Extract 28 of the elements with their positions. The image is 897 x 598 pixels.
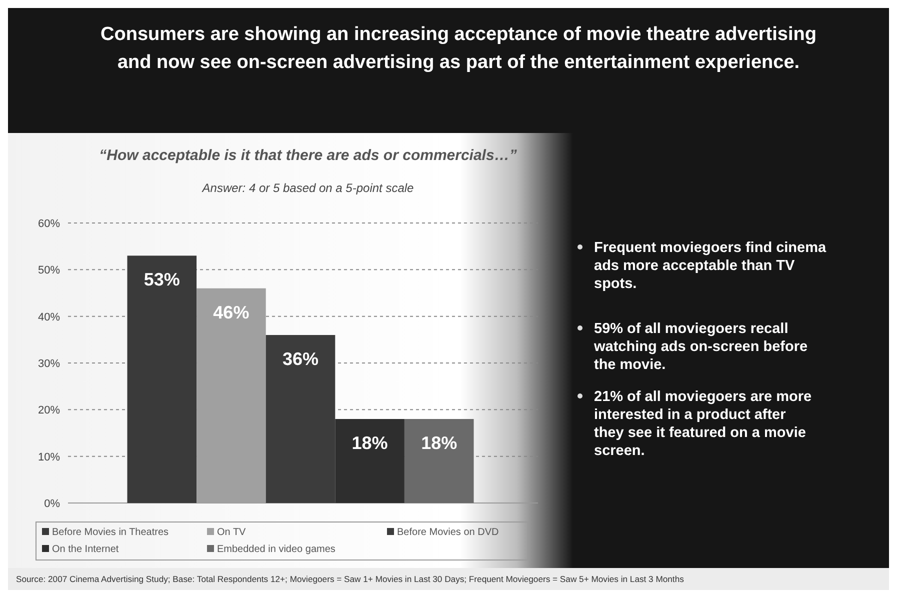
y-tick-label: 60% — [38, 218, 60, 230]
chart-subtitle: “How acceptable is it that there are ads or commercials…” — [99, 147, 518, 164]
data-label: 53% — [144, 270, 180, 290]
source-note: Source: 2007 Cinema Advertising Study; Base: Total Respondents 12+; Moviegoers = Saw 1+ Movies in Last 30 Days; Frequent Moviegoers = Saw 5+ Movies in Last 3 Months — [16, 574, 684, 584]
text: Frequent moviegoers find cinema ads more acceptable than TV spots. — [594, 240, 827, 292]
data-label: 18% — [421, 433, 458, 453]
bar — [266, 335, 336, 503]
legend-label: On TV — [217, 527, 246, 538]
text: 59% of all moviegoers recall watching ads on-screen before the movie. — [593, 321, 808, 373]
chart-title: Consumers are showing an increasing acceptance of movie theatre advertising and now see on-screen advertising as part of the entertainment experience. — [100, 24, 816, 73]
text: 21% of all moviegoers are more interested in a product after they see it featured on a movie screen. — [594, 389, 812, 459]
bar — [127, 256, 197, 503]
y-tick-label: 30% — [38, 358, 60, 370]
legend-label: Embedded in video games — [217, 544, 336, 555]
y-tick-label: 0% — [44, 498, 60, 510]
legend-label: Before Movies on DVD — [397, 527, 499, 538]
data-label: 46% — [213, 302, 250, 322]
legend-label: On the Internet — [52, 544, 119, 555]
y-tick-label: 10% — [38, 451, 60, 464]
data-label: 36% — [282, 349, 319, 369]
legend-label: Before Movies in Theatres — [52, 527, 169, 538]
y-tick-label: 40% — [38, 311, 60, 324]
y-tick-label: 50% — [38, 264, 60, 277]
bar — [335, 419, 404, 503]
bar — [404, 419, 474, 503]
data-label: 18% — [352, 433, 388, 453]
y-tick-label: 20% — [38, 404, 60, 417]
text: Answer: 4 or 5 based on a 5-point scale — [201, 181, 414, 195]
